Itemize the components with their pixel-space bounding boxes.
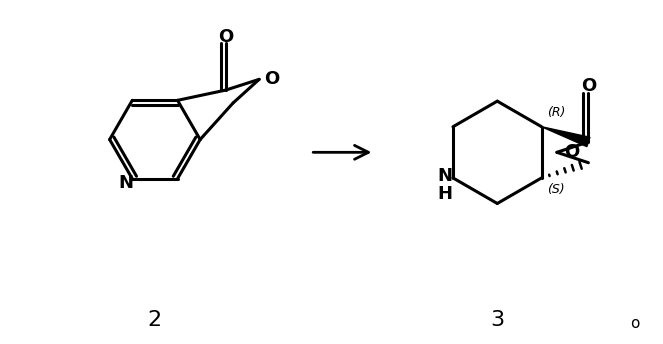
Text: N: N xyxy=(118,174,133,192)
Text: N: N xyxy=(438,167,453,185)
Text: 3: 3 xyxy=(490,310,505,330)
Text: 2: 2 xyxy=(148,310,162,330)
Text: O: O xyxy=(265,70,280,88)
Text: O: O xyxy=(581,77,596,95)
Text: H: H xyxy=(438,185,453,203)
Text: O: O xyxy=(564,143,579,161)
Text: o: o xyxy=(631,316,640,331)
Polygon shape xyxy=(542,127,590,147)
Text: O: O xyxy=(218,28,233,46)
Text: (R): (R) xyxy=(548,107,566,119)
Text: (S): (S) xyxy=(548,183,565,196)
